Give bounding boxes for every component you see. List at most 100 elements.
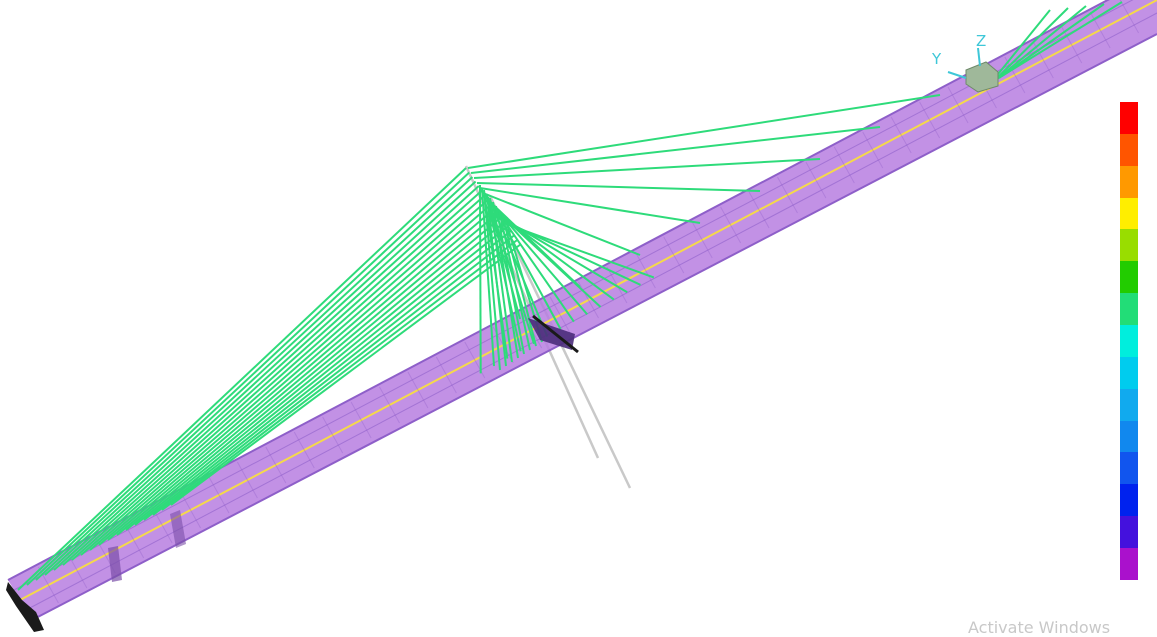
stay-cable — [491, 202, 562, 330]
legend-swatch — [1120, 452, 1138, 485]
deck-rib — [777, 176, 798, 214]
deck-rib — [748, 191, 770, 229]
stay-cable — [476, 182, 761, 192]
stay-cable — [479, 184, 482, 374]
deck-rib — [37, 566, 59, 604]
stay-cable — [89, 203, 493, 551]
deck-joint — [170, 510, 186, 548]
deck-details — [6, 314, 579, 632]
axis-cube — [965, 61, 999, 93]
deck-rib — [379, 386, 400, 424]
stay-cable — [134, 225, 509, 526]
stay-cable — [80, 198, 490, 556]
stay-cable — [482, 192, 641, 256]
deck-rib — [236, 461, 258, 499]
stay-cable — [35, 176, 474, 581]
stay-cable — [152, 234, 515, 516]
legend-swatch — [1120, 229, 1138, 262]
deck-joint — [108, 546, 122, 582]
deck-rib — [634, 251, 656, 289]
stay-cables — [17, 1, 1123, 591]
stay-cable — [143, 230, 512, 521]
stay-cable — [161, 239, 518, 511]
stay-cable — [116, 216, 502, 536]
deck-rib — [805, 161, 827, 199]
stay-cable — [995, 5, 1087, 81]
deck-rib — [691, 221, 713, 259]
deck-rib — [833, 146, 855, 184]
stay-cable — [467, 94, 941, 169]
legend-swatch — [1120, 356, 1138, 389]
deck-edge — [31, 33, 1157, 621]
activate-windows-watermark: Activate Windows — [968, 618, 1111, 637]
legend-swatch — [1120, 516, 1138, 549]
stay-cable — [495, 205, 525, 355]
stay-cable — [470, 126, 881, 174]
deck-rib — [549, 296, 571, 334]
stay-cable — [489, 197, 513, 363]
stay-cable — [989, 9, 1051, 85]
stay-cable — [98, 207, 496, 546]
axis-triad: Y Z — [931, 32, 999, 93]
legend-swatch — [1120, 388, 1138, 421]
deck-rib — [435, 356, 457, 394]
deck-rib — [322, 416, 344, 454]
legend-swatch — [1120, 133, 1138, 166]
left-abutment — [6, 582, 44, 632]
stay-cable — [17, 167, 467, 591]
stay-cable — [44, 180, 477, 576]
deck-rib — [265, 446, 287, 484]
legend-swatch — [1120, 261, 1138, 294]
stay-cable — [486, 193, 507, 367]
stay-cable — [483, 189, 501, 371]
deck-rib — [1089, 11, 1111, 49]
stay-cable — [501, 213, 537, 347]
deck-rib — [720, 206, 742, 244]
deck-girder-line — [13, 0, 1134, 591]
deck-rib — [578, 281, 599, 319]
axis-arrow-y — [947, 71, 967, 79]
deck-rib — [350, 401, 372, 439]
deck-rib — [947, 86, 969, 124]
stay-cable — [473, 158, 821, 179]
stay-cable — [1001, 1, 1123, 77]
deck-rib — [208, 476, 230, 514]
deck-rib — [1032, 41, 1054, 79]
stay-cable — [479, 187, 701, 224]
legend-swatch — [1120, 325, 1138, 357]
deck-rib — [890, 116, 912, 154]
deck-centerline — [19, 0, 1157, 601]
stay-cable — [125, 221, 506, 531]
pylon-deck-joint — [532, 314, 579, 354]
legend-swatch — [1120, 548, 1138, 580]
stay-cable — [107, 212, 499, 541]
stay-cable — [170, 243, 521, 506]
stay-cable — [992, 7, 1069, 83]
stay-cable — [498, 209, 531, 351]
stay-cable — [62, 189, 483, 566]
legend-swatch — [1120, 484, 1138, 517]
deck-rib — [862, 131, 884, 169]
stay-cable — [998, 3, 1105, 79]
deck-rib — [919, 101, 941, 139]
legend-swatch — [1120, 165, 1138, 198]
deck-rib — [180, 491, 201, 529]
stay-cable — [492, 201, 519, 359]
deck-rib — [1061, 26, 1083, 64]
legend-swatch — [1120, 293, 1138, 326]
stay-cable — [53, 185, 480, 571]
stay-cable — [481, 187, 496, 367]
stay-cable — [505, 223, 655, 279]
legend-swatch — [1120, 197, 1138, 230]
color-legend-bar — [1120, 102, 1138, 580]
axis-label-z: Z — [976, 32, 986, 50]
axis-arrow-z — [977, 47, 981, 67]
deck-rib — [663, 236, 685, 274]
deck-rib — [293, 431, 315, 469]
stay-cable — [26, 171, 470, 586]
deck-rib — [407, 371, 429, 409]
legend-swatch — [1120, 420, 1138, 453]
stay-cable — [71, 194, 486, 561]
legend-swatch — [1120, 102, 1138, 134]
